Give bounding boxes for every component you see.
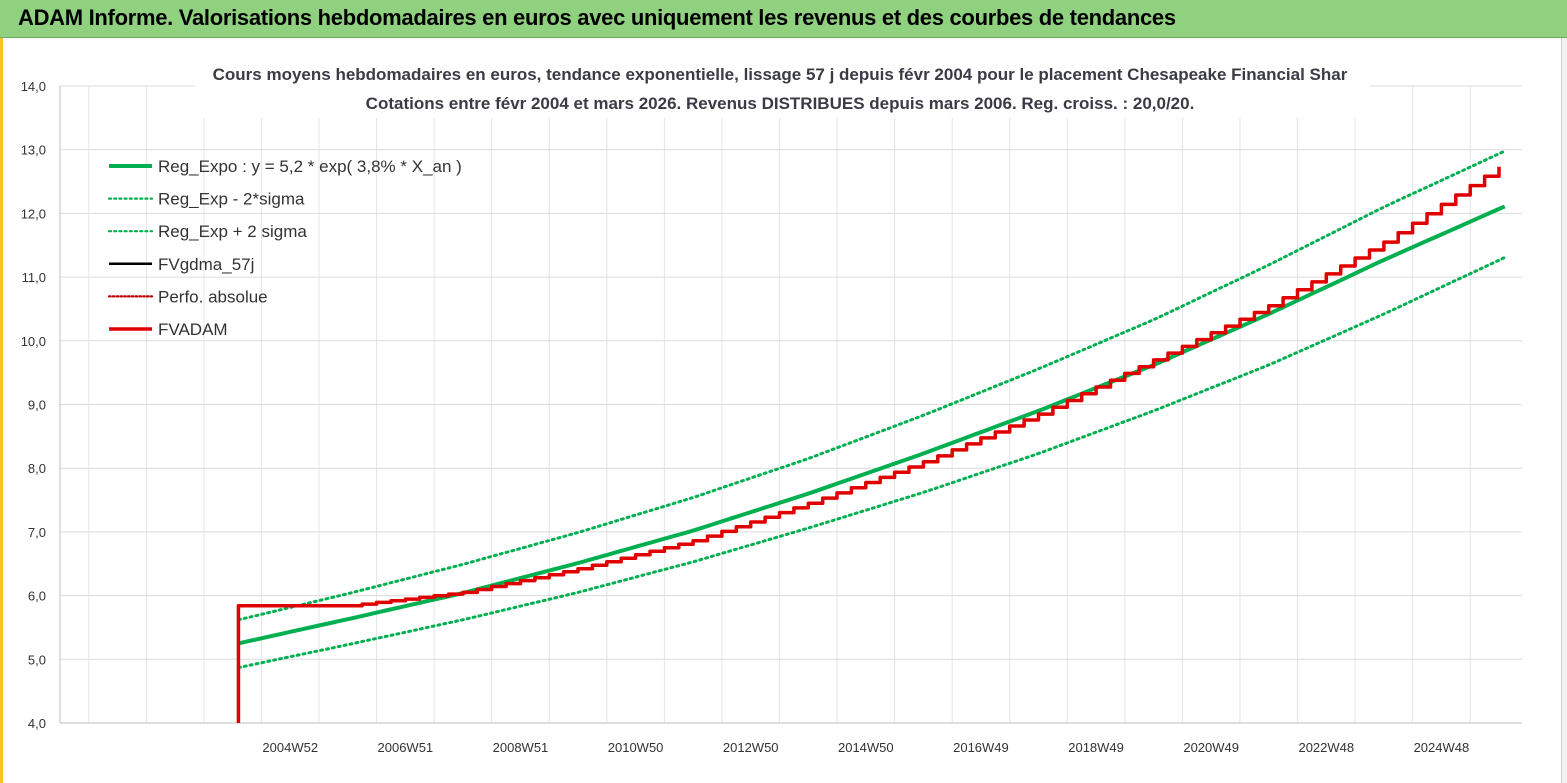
- axis-layer: 4,0 5,0 6,0 7,0 8,0 9,0 10,0 11,0 12,0 13,0 14,0 20…: [21, 79, 1522, 755]
- series-fvadam-line: [236, 166, 1501, 723]
- frame-right-scrollbar[interactable]: [1561, 38, 1567, 783]
- frame-left-border: [0, 38, 3, 783]
- series-fvgdma-57j-legend-label: FVgdma_57j: [158, 255, 254, 274]
- x-tick-label: 2018W49: [1068, 740, 1124, 755]
- y-tick-label: 9,0: [28, 398, 46, 413]
- report-title: ADAM Informe. Valorisations hebdomadaire…: [18, 5, 1176, 30]
- series-fvadam-legend-label: FVADAM: [158, 320, 228, 339]
- legend: Reg_Expo : y = 5,2 * exp( 3,8% * X_an ) R…: [107, 157, 462, 339]
- y-tick-label: 14,0: [21, 79, 46, 94]
- x-tick-label: 2008W51: [493, 740, 549, 755]
- chart-title-background: [195, 60, 1370, 118]
- x-tick-label: 2004W52: [262, 740, 318, 755]
- series-perfo-absolue-legend-label: Perfo. absolue: [158, 287, 268, 306]
- y-tick-label: 7,0: [28, 525, 46, 540]
- y-tick-label: 11,0: [22, 270, 46, 285]
- grid-layer: [60, 85, 1522, 724]
- series-reg-expo-y-5-2-exp-3-8-x-an-line: [237, 204, 1506, 646]
- x-tick-label: 2020W49: [1183, 740, 1239, 755]
- series-reg-exp-2-sigma-legend-label: Reg_Exp - 2*sigma: [158, 190, 305, 209]
- series-reg-expo-y-5-2-exp-3-8-x-an-legend-label: Reg_Expo : y = 5,2 * exp( 3,8% * X_an ): [158, 157, 462, 176]
- chart-title-line-2: Cotations entre févr 2004 et mars 2026. …: [366, 94, 1195, 113]
- x-tick-label: 2016W49: [953, 740, 1009, 755]
- y-tick-label: 8,0: [28, 461, 46, 476]
- x-tick-label: 2014W50: [838, 740, 894, 755]
- y-tick-label: 13,0: [21, 143, 46, 158]
- x-tick-label: 2010W50: [608, 740, 664, 755]
- series-reg-exp-2-sigma-legend-label: Reg_Exp + 2 sigma: [158, 222, 307, 241]
- chart-title-line-1: Cours moyens hebdomadaires en euros, ten…: [213, 65, 1348, 84]
- x-tick-label: 2006W51: [378, 740, 434, 755]
- series-reg-exp-2-sigma-line: [236, 149, 1507, 622]
- x-tick-label: 2022W48: [1298, 740, 1354, 755]
- x-tick-label: 2012W50: [723, 740, 779, 755]
- y-tick-label: 12,0: [21, 206, 46, 221]
- series-layer: [236, 149, 1507, 723]
- y-tick-label: 10,0: [21, 334, 46, 349]
- y-tick-label: 5,0: [28, 652, 46, 667]
- series-reg-exp-2-sigma-line: [236, 256, 1507, 670]
- y-tick-label: 4,0: [28, 716, 46, 731]
- y-tick-label: 6,0: [28, 589, 46, 604]
- x-tick-label: 2024W48: [1414, 740, 1470, 755]
- report-header: ADAM Informe. Valorisations hebdomadaire…: [0, 0, 1567, 38]
